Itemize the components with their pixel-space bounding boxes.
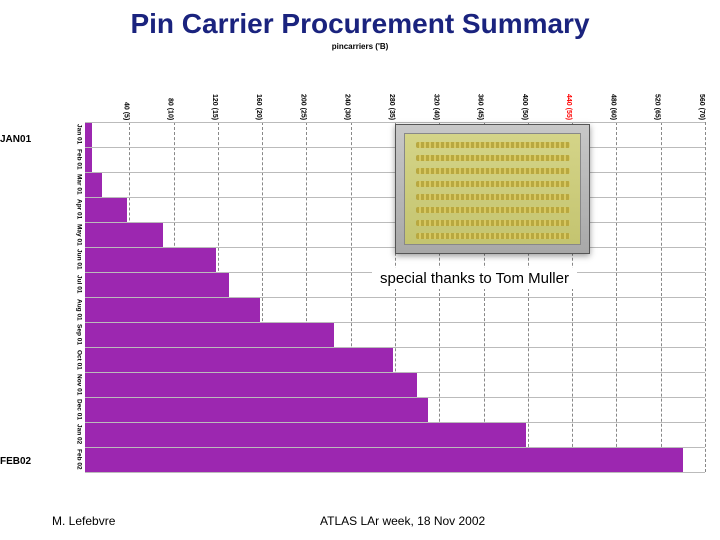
x-tick-label: 400 (50) xyxy=(484,60,528,122)
chart-subtitle: pincarriers ('B) xyxy=(0,42,720,51)
bar xyxy=(85,323,334,347)
x-tick-label: 280 (35) xyxy=(351,60,395,122)
x-tick-label: 120 (15) xyxy=(174,60,218,122)
y-tick-label: Apr 01 xyxy=(73,197,85,222)
bar xyxy=(85,398,428,422)
x-axis: 40 (5)80 (10)120 (15)160 (20)200 (25)240… xyxy=(85,60,705,122)
x-tick-label: 440 (55) xyxy=(528,60,572,122)
bar-row xyxy=(85,297,705,322)
footer-author: M. Lefebvre xyxy=(52,514,115,528)
bar-row xyxy=(85,347,705,372)
x-tick-label: 560 (70) xyxy=(661,60,705,122)
pin-row xyxy=(416,142,570,148)
bar xyxy=(85,298,260,322)
thanks-text: special thanks to Tom Muller xyxy=(372,268,577,289)
bar-row xyxy=(85,397,705,422)
bar-row xyxy=(85,422,705,447)
bar xyxy=(85,173,102,197)
x-tick-label: 480 (60) xyxy=(572,60,616,122)
page-title: Pin Carrier Procurement Summary xyxy=(0,0,720,40)
pin-row xyxy=(416,155,570,161)
x-tick-label: 80 (10) xyxy=(129,60,173,122)
x-tick-label: 240 (30) xyxy=(306,60,350,122)
y-tick-label: Oct 01 xyxy=(73,347,85,372)
bar-row xyxy=(85,372,705,397)
bar xyxy=(85,198,127,222)
x-tick-label: 360 (45) xyxy=(439,60,483,122)
y-tick-label: Sep 01 xyxy=(73,322,85,347)
bar xyxy=(85,123,92,147)
bar xyxy=(85,423,526,447)
pin-row xyxy=(416,168,570,174)
y-tick-label: Feb 01 xyxy=(73,147,85,172)
gridline xyxy=(705,122,706,472)
pin-carrier-photo xyxy=(395,124,590,254)
y-tick-label: Mar 01 xyxy=(73,172,85,197)
y-tick-label: Nov 01 xyxy=(73,372,85,397)
y-tick-label: Jan 01 xyxy=(73,122,85,147)
pin-row xyxy=(416,207,570,213)
bar xyxy=(85,373,417,397)
bar xyxy=(85,448,683,472)
bar xyxy=(85,148,92,172)
y-tick-label: Dec 01 xyxy=(73,397,85,422)
pin-row xyxy=(416,220,570,226)
y-tick-label: Feb 02 xyxy=(73,447,85,472)
edge-label-feb02: FEB02 xyxy=(0,456,31,467)
pin-row xyxy=(416,194,570,200)
y-tick-label: Jun 01 xyxy=(73,247,85,272)
bar xyxy=(85,273,229,297)
pin-row xyxy=(416,233,570,239)
x-tick-label: 320 (40) xyxy=(395,60,439,122)
y-tick-label: Jul 01 xyxy=(73,272,85,297)
bar xyxy=(85,248,216,272)
pin-row xyxy=(416,181,570,187)
y-tick-label: Jan 02 xyxy=(73,422,85,447)
y-tick-label: Aug 01 xyxy=(73,297,85,322)
bar-row xyxy=(85,447,705,472)
bar xyxy=(85,223,163,247)
y-tick-label: May 01 xyxy=(73,222,85,247)
bar-row xyxy=(85,322,705,347)
x-tick-label: 40 (5) xyxy=(85,60,129,122)
footer-event: ATLAS LAr week, 18 Nov 2002 xyxy=(320,514,485,528)
x-tick-label: 200 (25) xyxy=(262,60,306,122)
pin-carrier-photo-inner xyxy=(404,133,581,245)
x-tick-label: 160 (20) xyxy=(218,60,262,122)
bar xyxy=(85,348,393,372)
x-tick-label: 520 (65) xyxy=(616,60,660,122)
edge-label-jan01: JAN01 xyxy=(0,134,31,145)
